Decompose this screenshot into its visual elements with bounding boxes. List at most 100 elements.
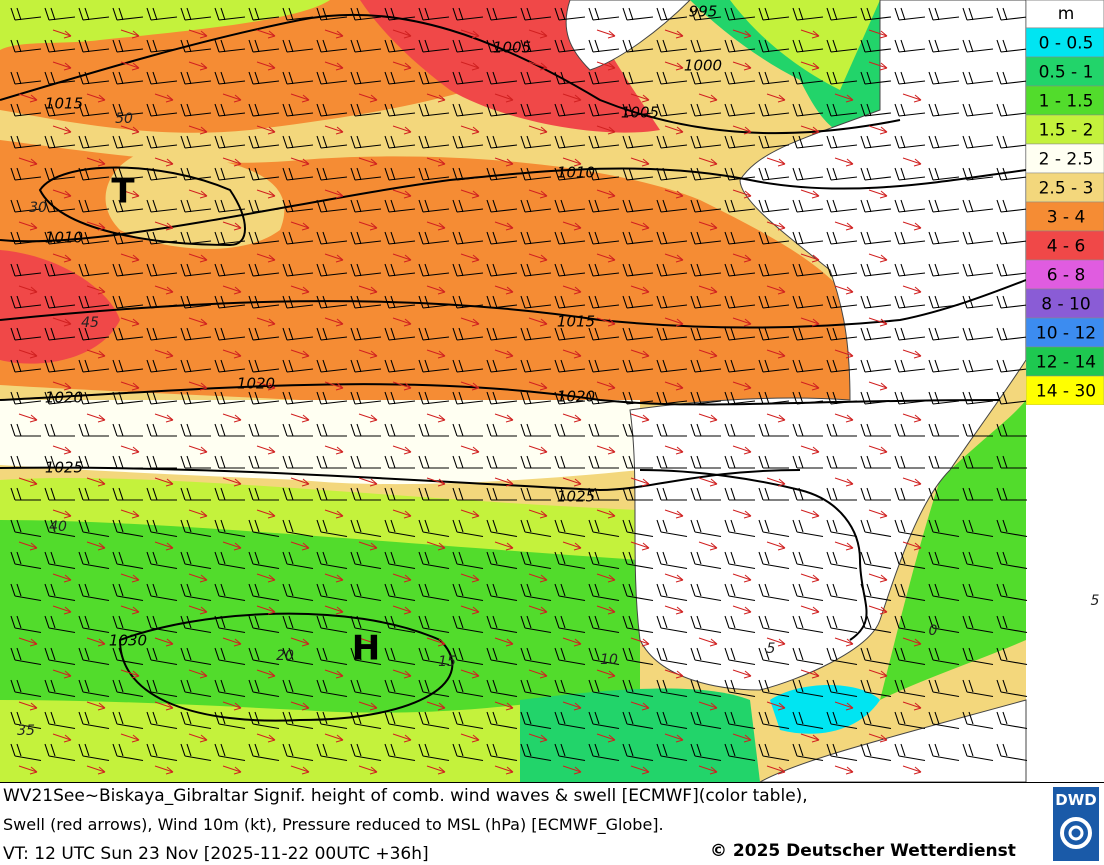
wind-barb bbox=[146, 263, 178, 277]
wind-barb bbox=[826, 359, 858, 373]
wind-barb bbox=[112, 327, 144, 341]
wind-barb bbox=[690, 103, 722, 117]
swell-arrow bbox=[698, 221, 718, 231]
wind-barb bbox=[928, 135, 960, 149]
wind-barb bbox=[758, 615, 790, 634]
wind-barb bbox=[78, 519, 110, 538]
legend-label: 2 - 2.5 bbox=[1039, 150, 1094, 170]
swell-arrow bbox=[494, 157, 514, 167]
wind-barb bbox=[282, 423, 313, 437]
swell-arrow bbox=[256, 669, 276, 679]
wind-barb bbox=[452, 39, 484, 53]
swell-arrow bbox=[18, 637, 38, 647]
wind-barb bbox=[214, 39, 246, 53]
swell-arrow bbox=[766, 221, 786, 231]
swell-arrow bbox=[222, 637, 242, 647]
wind-barb bbox=[962, 487, 993, 501]
wind-barb bbox=[826, 295, 858, 309]
wind-barb bbox=[860, 167, 892, 181]
swell-arrow bbox=[698, 413, 718, 423]
wind-barb bbox=[316, 455, 347, 469]
wind-barb bbox=[350, 455, 381, 469]
legend-swatch bbox=[1026, 375, 1104, 405]
wind-barb bbox=[758, 359, 790, 373]
wind-barb bbox=[44, 167, 76, 181]
wind-barb bbox=[248, 199, 280, 213]
wind-barb bbox=[554, 103, 586, 117]
wind-barb bbox=[758, 679, 790, 698]
wind-barb bbox=[622, 135, 654, 149]
wind-barb bbox=[384, 231, 416, 245]
wind-barb bbox=[520, 71, 552, 85]
swell-arrow bbox=[188, 669, 208, 679]
wind-barb bbox=[894, 7, 926, 21]
wind-barb bbox=[214, 423, 245, 437]
wind-barb bbox=[894, 263, 926, 277]
wind-barb bbox=[350, 263, 382, 277]
wind-barb bbox=[554, 647, 586, 666]
swell-arrow bbox=[154, 477, 174, 487]
wind-barb bbox=[10, 103, 42, 117]
wind-barb bbox=[554, 391, 586, 405]
wind-barb bbox=[690, 167, 722, 181]
wind-barb bbox=[792, 423, 823, 437]
swell-arrow bbox=[426, 541, 446, 551]
wind-barb bbox=[554, 615, 586, 634]
swell-arrow bbox=[800, 733, 820, 743]
swell-arrow bbox=[460, 317, 480, 327]
wind-barb bbox=[350, 647, 382, 666]
legend-label: 3 - 4 bbox=[1047, 208, 1086, 228]
wind-barb bbox=[860, 711, 892, 730]
legend-label: 1.5 - 2 bbox=[1039, 121, 1094, 141]
wind-barb bbox=[486, 39, 518, 53]
swell-arrow bbox=[290, 93, 310, 103]
legend: m 0 - 0.5 0.5 - 1 1 - 1.5 1.5 - 2 2 - 2.5 2.5… bbox=[1026, 0, 1104, 405]
wind-barb bbox=[350, 487, 381, 501]
wind-barb bbox=[962, 359, 994, 373]
wind-barb bbox=[112, 39, 144, 53]
swell-arrow bbox=[698, 285, 718, 295]
wind-barb bbox=[418, 327, 450, 341]
wind-barb bbox=[418, 647, 450, 666]
swell-arrow bbox=[460, 669, 480, 679]
swell-arrow bbox=[460, 189, 480, 199]
wind-barb bbox=[690, 7, 722, 21]
wind-barb bbox=[180, 647, 212, 666]
legend-label: 14 - 30 bbox=[1036, 382, 1096, 402]
wind-barb bbox=[690, 551, 722, 570]
wind-barb bbox=[622, 615, 654, 634]
swell-arrow bbox=[596, 125, 616, 135]
wind-barb bbox=[792, 295, 824, 309]
wind-barb bbox=[248, 39, 280, 53]
wind-barb bbox=[962, 519, 994, 538]
wind-barb bbox=[894, 103, 926, 117]
footer-line: WV21See~Biskaya_Gibraltar Signif. height… bbox=[3, 786, 808, 806]
wind-barb bbox=[656, 455, 687, 469]
isobar-label: 1005 bbox=[493, 39, 531, 57]
wind-barb bbox=[724, 679, 756, 698]
grid-label: 40 bbox=[49, 519, 67, 535]
wind-barb bbox=[894, 39, 926, 53]
swell-arrow bbox=[460, 445, 480, 455]
wind-barb bbox=[350, 743, 382, 762]
wind-barb bbox=[758, 391, 790, 405]
swell-arrow bbox=[630, 285, 650, 295]
wind-barb bbox=[282, 391, 314, 405]
wind-barb bbox=[486, 263, 518, 277]
swell-arrow bbox=[834, 637, 854, 647]
swell-arrow bbox=[596, 605, 616, 615]
wind-barb bbox=[180, 263, 212, 277]
wind-barb bbox=[78, 231, 110, 245]
swell-arrow bbox=[290, 541, 310, 551]
wind-barb bbox=[792, 391, 824, 405]
wind-barb bbox=[384, 615, 416, 634]
grid-label: 5 bbox=[767, 641, 776, 657]
swell-arrow bbox=[664, 189, 684, 199]
wind-barb bbox=[656, 327, 688, 341]
swell-arrow bbox=[494, 765, 514, 775]
wind-barb bbox=[588, 231, 620, 245]
wind-barb bbox=[826, 743, 858, 762]
wind-barb bbox=[996, 423, 1027, 437]
wind-barb bbox=[792, 199, 824, 213]
wind-barb bbox=[622, 71, 654, 85]
